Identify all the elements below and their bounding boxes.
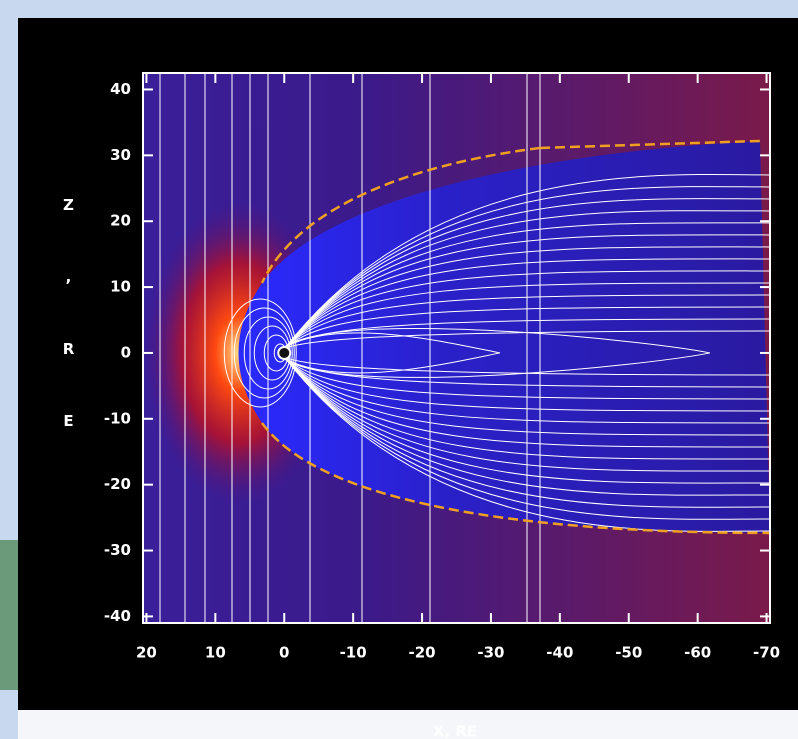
y-tick-label: 40 bbox=[110, 80, 131, 98]
bottom-strip bbox=[18, 710, 798, 739]
plot-area bbox=[143, 73, 770, 623]
y-tick-label: 10 bbox=[110, 278, 131, 296]
x-tick-label: 0 bbox=[279, 644, 289, 662]
x-tick-label: -50 bbox=[615, 644, 642, 662]
y-tick-label: -10 bbox=[104, 409, 131, 427]
x-tick-label: -70 bbox=[753, 644, 780, 662]
y-tick-label: -30 bbox=[104, 541, 131, 559]
y-tick-label: 20 bbox=[110, 212, 131, 230]
x-axis-label: X, RE bbox=[433, 723, 477, 739]
y-tick-label: 0 bbox=[121, 343, 131, 361]
x-tick-label: -20 bbox=[408, 644, 435, 662]
y-axis-label: Z , R E bbox=[60, 196, 78, 448]
x-tick-label: -60 bbox=[684, 644, 711, 662]
y-tick-label: 30 bbox=[110, 146, 131, 164]
earth bbox=[278, 347, 290, 359]
x-tick-label: -40 bbox=[546, 644, 573, 662]
screenshot: Z , R E X, RE 40 30 20 10 0 -10 -20 -30 -40 20 10 0… bbox=[0, 0, 798, 739]
chart: Z , R E X, RE 40 30 20 10 0 -10 -20 -30 -40 20 10 0… bbox=[0, 0, 798, 739]
y-tick-label: -40 bbox=[104, 607, 131, 625]
y-tick-label: -20 bbox=[104, 475, 131, 493]
x-tick-label: 20 bbox=[136, 644, 157, 662]
x-tick-label: 10 bbox=[205, 644, 226, 662]
x-tick-label: -30 bbox=[477, 644, 504, 662]
x-tick-label: -10 bbox=[340, 644, 367, 662]
